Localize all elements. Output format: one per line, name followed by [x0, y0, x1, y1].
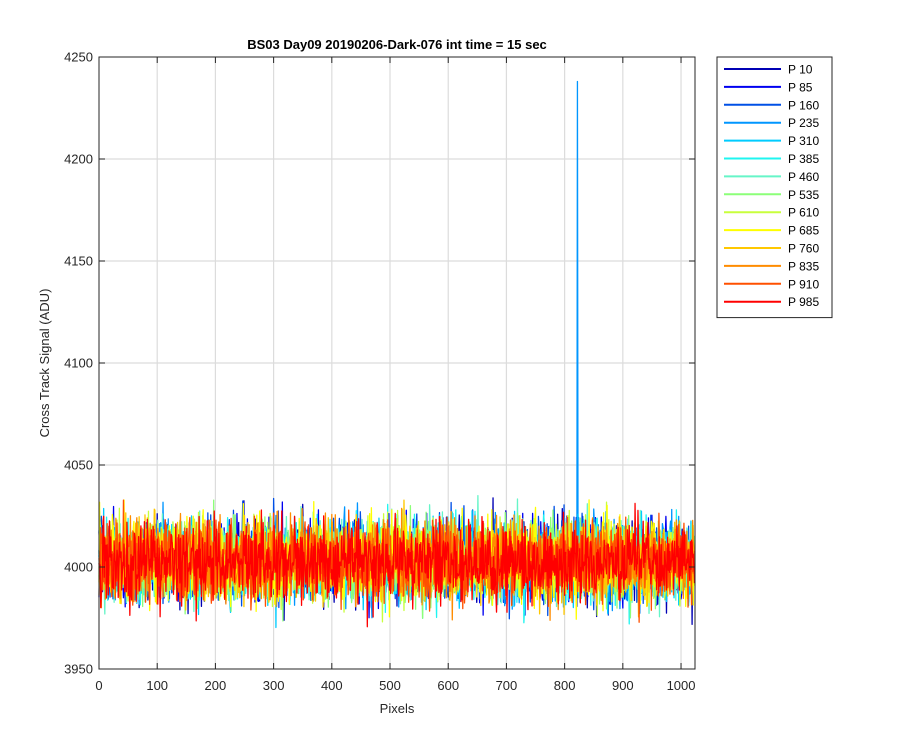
- series-line: [98, 502, 696, 628]
- series-group: [98, 80, 696, 629]
- y-tick-label: 4050: [64, 458, 93, 473]
- legend-label: P 685: [788, 224, 819, 238]
- x-tick-label: 1000: [667, 678, 696, 693]
- y-tick-label: 4000: [64, 560, 93, 575]
- x-tick-label: 600: [437, 678, 459, 693]
- legend-label: P 535: [788, 188, 819, 202]
- ticks: 0 100 200 300 400 500 600 700 800 900 1000 3950 4000…: [64, 50, 695, 694]
- y-tick-label: 4150: [64, 254, 93, 269]
- legend-label: P 385: [788, 152, 819, 166]
- x-tick-label: 200: [205, 678, 227, 693]
- legend-label: P 835: [788, 259, 819, 273]
- y-axis-title: Cross Track Signal (ADU): [37, 289, 52, 438]
- x-tick-label: 800: [554, 678, 576, 693]
- x-tick-label: 700: [496, 678, 518, 693]
- legend-label: P 460: [788, 170, 819, 184]
- legend-label: P 910: [788, 277, 819, 291]
- x-axis-title: Pixels: [380, 701, 415, 716]
- legend-label: P 10: [788, 63, 813, 77]
- chart-title: BS03 Day09 20190206-Dark-076 int time = …: [247, 37, 547, 52]
- legend-label: P 160: [788, 98, 819, 112]
- legend: P 10 P 85 P 160 P 235 P 310 P 385 P 460 P 535 P …: [716, 56, 833, 319]
- x-tick-label: 900: [612, 678, 634, 693]
- legend-label: P 985: [788, 295, 819, 309]
- legend-label: P 610: [788, 206, 819, 220]
- x-tick-label: 500: [379, 678, 401, 693]
- y-tick-label: 4100: [64, 356, 93, 371]
- x-tick-label: 0: [95, 678, 102, 693]
- x-tick-label: 400: [321, 678, 343, 693]
- y-tick-label: 3950: [64, 662, 93, 677]
- x-tick-label: 100: [146, 678, 168, 693]
- y-tick-label: 4250: [64, 50, 93, 65]
- x-tick-label: 300: [263, 678, 285, 693]
- legend-label: P 760: [788, 242, 819, 256]
- legend-label: P 85: [788, 80, 813, 94]
- y-tick-label: 4200: [64, 152, 93, 167]
- legend-label: P 310: [788, 134, 819, 148]
- legend-label: P 235: [788, 116, 819, 130]
- legend-box: [716, 56, 833, 319]
